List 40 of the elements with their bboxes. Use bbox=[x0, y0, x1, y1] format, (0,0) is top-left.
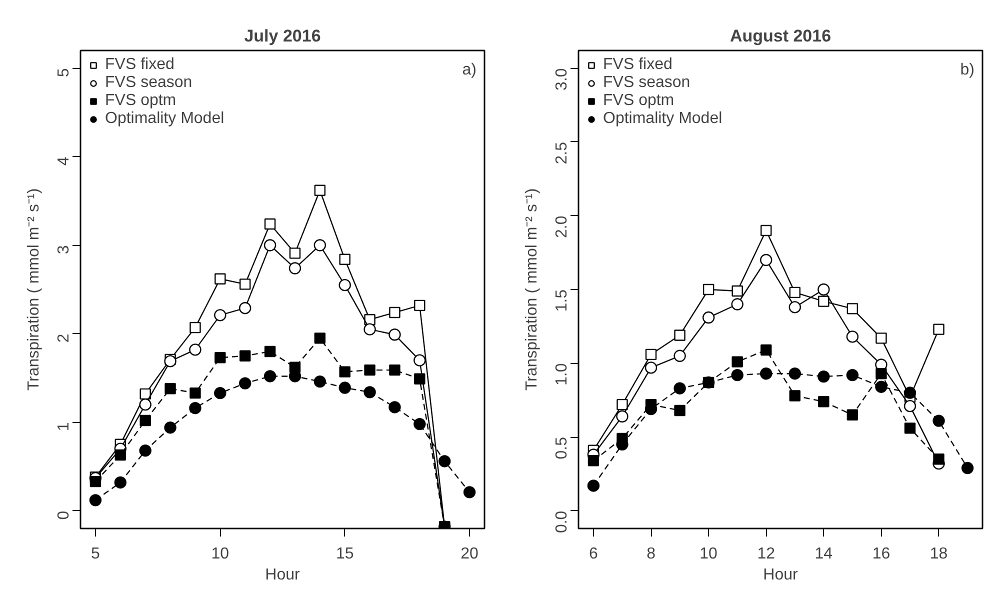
x-tick-label: 16 bbox=[872, 546, 890, 562]
x-tick-label: 14 bbox=[814, 546, 833, 562]
x-tick-label: 5 bbox=[91, 546, 100, 562]
y-tick-label: 1.0 bbox=[554, 363, 570, 386]
y-tick-label: 0.0 bbox=[554, 510, 570, 534]
x-tick-label: 6 bbox=[589, 546, 598, 562]
x-tick-label: 15 bbox=[336, 546, 354, 562]
legend-label: Optimality Model bbox=[603, 110, 722, 128]
annotation: b) bbox=[960, 62, 975, 78]
x-tick-label: 18 bbox=[930, 546, 948, 562]
legend-label: FVS season bbox=[105, 74, 192, 92]
x-tick-label: 12 bbox=[757, 546, 776, 562]
x-tick-label: 10 bbox=[700, 546, 718, 562]
legend-label: FVS season bbox=[603, 74, 690, 92]
legend-label: FVS fixed bbox=[603, 56, 672, 74]
legend-label: FVS optm bbox=[603, 92, 674, 110]
annotation: a) bbox=[462, 62, 477, 78]
y-tick-label: 2.0 bbox=[554, 216, 570, 238]
y-tick-label: 2 bbox=[56, 334, 72, 343]
chart-title: August 2016 bbox=[730, 26, 832, 46]
legend-label: Optimality Model bbox=[105, 110, 224, 128]
x-axis-title: Hour bbox=[265, 566, 301, 584]
y-tick-label: 0.5 bbox=[554, 436, 570, 460]
y-tick-label: 1 bbox=[56, 422, 72, 432]
x-axis-title: Hour bbox=[763, 566, 799, 584]
y-axis-title: Transpiration ( mmol m⁻² s⁻¹) bbox=[524, 188, 540, 391]
legend-label: FVS fixed bbox=[105, 56, 174, 74]
y-tick-label: 4 bbox=[56, 156, 72, 166]
y-tick-label: 3 bbox=[56, 245, 72, 254]
y-tick-label: 2.5 bbox=[554, 142, 570, 164]
x-tick-label: 10 bbox=[211, 546, 230, 562]
x-tick-label: 8 bbox=[646, 546, 656, 562]
x-tick-label: 20 bbox=[460, 546, 479, 562]
y-tick-label: 3.0 bbox=[554, 68, 570, 90]
legend-label: FVS optm bbox=[105, 92, 176, 110]
y-tick-label: 1.5 bbox=[554, 289, 570, 312]
chart-title: July 2016 bbox=[244, 26, 321, 46]
y-axis-title: Transpiration ( mmol m⁻² s⁻¹) bbox=[26, 188, 42, 391]
y-tick-label: 5 bbox=[56, 68, 72, 78]
y-tick-label: 0 bbox=[56, 510, 72, 520]
